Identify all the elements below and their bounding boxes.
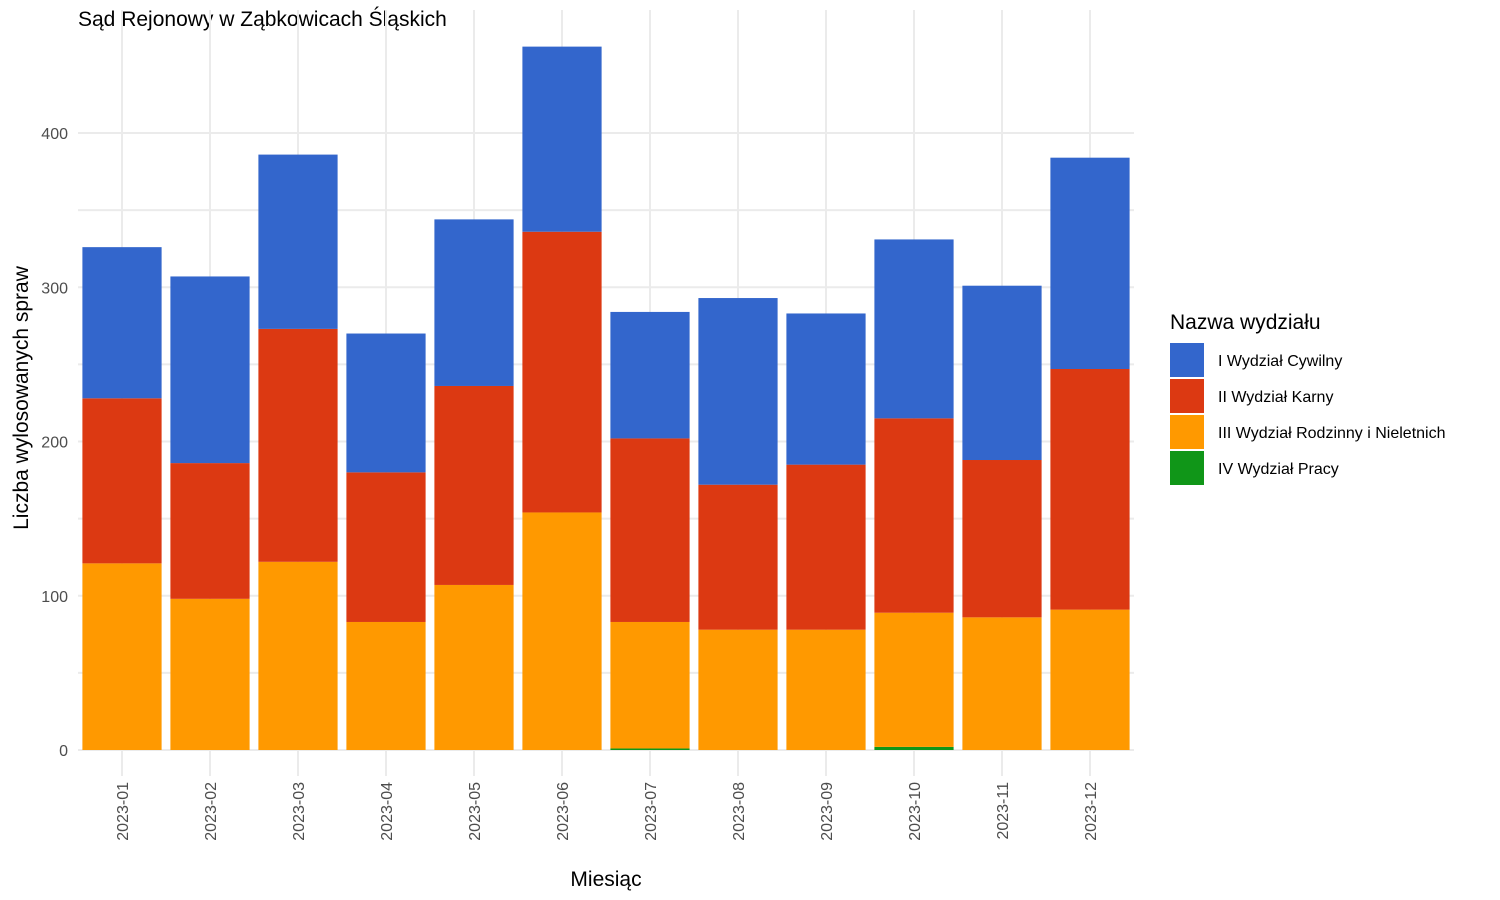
- x-tick-label: 2023-09: [819, 782, 836, 841]
- bar-segment: [874, 239, 954, 419]
- x-tick-label: 2023-06: [555, 782, 572, 841]
- bar-segment: [346, 621, 426, 750]
- legend-swatch: [1170, 415, 1204, 449]
- bar-segment: [962, 285, 1042, 461]
- x-tick-label: 2023-01: [115, 782, 132, 841]
- x-axis-ticks: 2023-01 2023-02 2023-03 2023-04 2023-05 2023-…: [115, 782, 1100, 841]
- bar-segment: [786, 313, 866, 465]
- y-axis-ticks: 0 100 200 300 400: [41, 126, 68, 760]
- x-tick-label: 2023-04: [379, 782, 396, 841]
- bar-segment: [874, 746, 954, 750]
- bar-segment: [170, 598, 250, 750]
- legend-label: I Wydział Cywilny: [1218, 353, 1342, 370]
- bar-segment: [698, 298, 778, 485]
- bar-segment: [434, 385, 514, 585]
- legend-title: Nazwa wydziału: [1170, 311, 1321, 334]
- bar-segment: [1050, 369, 1130, 610]
- bar-segment: [346, 472, 426, 622]
- legend: Nazwa wydziału I Wydział Cywilny II Wydzi…: [1170, 311, 1446, 485]
- bar-segment: [522, 512, 602, 750]
- legend-label: III Wydział Rodzinny i Nieletnich: [1218, 425, 1446, 442]
- y-tick-label: 300: [41, 280, 68, 297]
- legend-swatch: [1170, 379, 1204, 413]
- bar-segment: [698, 629, 778, 750]
- x-tick-label: 2023-11: [995, 782, 1012, 840]
- y-tick-label: 100: [41, 589, 68, 606]
- y-axis-title: Liczba wylosowanych spraw: [10, 265, 33, 530]
- bar-segment: [1050, 609, 1130, 750]
- legend-label: II Wydział Karny: [1218, 389, 1333, 406]
- bar-segment: [434, 584, 514, 750]
- bar-segment: [610, 748, 690, 750]
- x-axis-title: Miesiąc: [570, 868, 641, 891]
- legend-items: I Wydział Cywilny II Wydział Karny III Wyd…: [1170, 343, 1446, 485]
- bar-segment: [874, 418, 954, 613]
- x-tick-label: 2023-05: [467, 782, 484, 841]
- bar-segment: [258, 561, 338, 750]
- bar-segment: [962, 460, 1042, 618]
- x-tick-label: 2023-08: [731, 782, 748, 841]
- y-tick-label: 0: [59, 743, 68, 760]
- bar-segment: [346, 333, 426, 473]
- bar-segment: [1050, 157, 1130, 370]
- legend-swatch: [1170, 451, 1204, 485]
- bar-segment: [610, 311, 690, 439]
- y-tick-label: 200: [41, 435, 68, 452]
- bar-segment: [434, 219, 514, 386]
- x-tick-label: 2023-07: [643, 782, 660, 841]
- bar-segment: [170, 463, 250, 599]
- bar-segment: [698, 484, 778, 630]
- bar-segment: [874, 612, 954, 747]
- bar-segment: [258, 328, 338, 562]
- bar-segment: [522, 231, 602, 513]
- bar-segment: [962, 617, 1042, 750]
- bar-segment: [258, 154, 338, 329]
- legend-swatch: [1170, 343, 1204, 377]
- bar-segment: [170, 276, 250, 464]
- x-tick-label: 2023-03: [291, 782, 308, 841]
- bar-segment: [786, 629, 866, 750]
- bar-segment: [786, 464, 866, 630]
- x-tick-label: 2023-12: [1083, 782, 1100, 841]
- bar-segment: [82, 563, 162, 750]
- bar-segment: [610, 438, 690, 622]
- legend-label: IV Wydział Pracy: [1218, 461, 1339, 478]
- x-tick-label: 2023-02: [203, 782, 220, 841]
- bar-segment: [522, 46, 602, 232]
- bar-segment: [82, 247, 162, 399]
- bar-segment: [82, 398, 162, 564]
- bar-segment: [610, 621, 690, 749]
- chart-title: Sąd Rejonowy w Ząbkowicach Śląskich: [78, 7, 447, 31]
- x-tick-label: 2023-10: [907, 782, 924, 841]
- bars: [82, 46, 1130, 750]
- y-tick-label: 400: [41, 126, 68, 143]
